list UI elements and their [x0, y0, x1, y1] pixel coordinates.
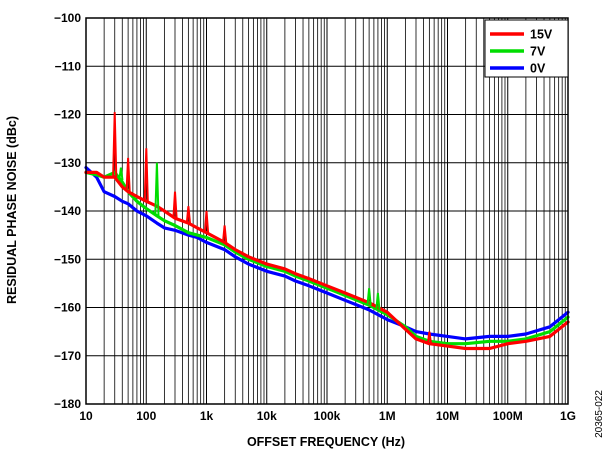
x-tick-label: 100 [136, 409, 156, 423]
spur-15V [222, 225, 228, 243]
legend-label-0V: 0V [530, 62, 546, 76]
spur-15V [143, 148, 149, 202]
spur-15V [112, 112, 118, 178]
x-tick-label: 10 [79, 409, 93, 423]
legend-label-7V: 7V [530, 45, 546, 59]
series-line-0V [84, 166, 570, 341]
grid [85, 17, 568, 405]
spur-15V [185, 206, 191, 224]
legend-label-15V: 15V [530, 28, 553, 42]
x-tick-label: 1k [200, 409, 214, 423]
y-tick-label: −150 [54, 252, 81, 266]
spur-7V [366, 288, 372, 306]
plot-frame [85, 17, 569, 405]
y-axis-title: RESIDUAL PHASE NOISE (dBc) [5, 116, 19, 304]
series-line-7V [84, 170, 570, 346]
spur-15V [426, 331, 432, 344]
x-tick-label: 1G [560, 409, 576, 423]
x-tick-label: 100M [493, 409, 523, 423]
x-tick-label: 1M [379, 409, 396, 423]
x-tick-label: 100k [314, 409, 341, 423]
y-tick-label: −120 [54, 108, 81, 122]
spur-7V [154, 162, 160, 216]
y-tick-label: −130 [54, 156, 81, 170]
spur-7V [375, 292, 381, 310]
spur-7V [118, 167, 124, 181]
spur-15V [172, 191, 178, 219]
series-line-15V [84, 170, 570, 351]
x-tick-label: 10M [436, 409, 459, 423]
x-axis-title: OFFSET FREQUENCY (Hz) [247, 435, 405, 449]
figure-id: 20365-022 [594, 390, 605, 438]
spur-15V [203, 210, 210, 233]
y-tick-label: −180 [54, 397, 81, 411]
series-lines [84, 112, 570, 351]
tick-labels: 10 100 1k 10k 100k 1M 10M 100M 1G −180 −170 −160 −15… [54, 11, 576, 423]
y-tick-label: −110 [55, 59, 82, 73]
spur-15V [125, 157, 131, 192]
legend: 15V 7V 0V [484, 19, 569, 78]
y-tick-label: −160 [54, 301, 81, 315]
y-tick-label: −170 [54, 349, 81, 363]
y-tick-label: −100 [54, 11, 81, 25]
y-tick-label: −140 [54, 204, 81, 218]
x-tick-label: 10k [257, 409, 277, 423]
